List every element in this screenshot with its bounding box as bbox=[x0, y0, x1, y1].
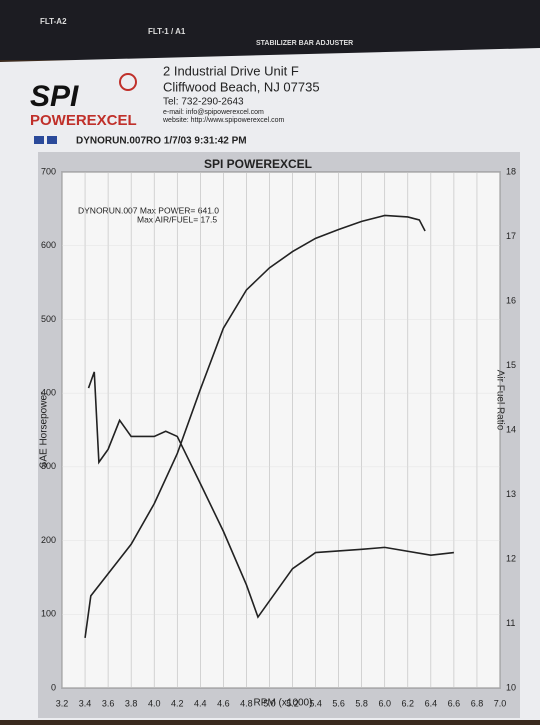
x-tick-label: 6.4 bbox=[425, 698, 438, 708]
strip-text: STABILIZER BAR ADJUSTER bbox=[256, 40, 353, 47]
y2-tick-label: 17 bbox=[506, 231, 516, 241]
x-tick-label: 4.8 bbox=[240, 698, 253, 708]
x-tick-label: 4.0 bbox=[148, 698, 161, 708]
x-tick-label: 5.4 bbox=[309, 698, 322, 708]
top-strip bbox=[0, 0, 540, 60]
y-tick-label: 400 bbox=[41, 388, 56, 398]
y-axis-label: SAE Horsepower bbox=[39, 391, 50, 468]
x-tick-label: 6.6 bbox=[448, 698, 461, 708]
y-tick-label: 300 bbox=[41, 461, 56, 471]
y2-tick-label: 14 bbox=[506, 424, 516, 434]
x-tick-label: 4.2 bbox=[171, 698, 184, 708]
logo: SPI bbox=[30, 80, 79, 113]
x-tick-label: 5.2 bbox=[286, 698, 299, 708]
y2-tick-label: 13 bbox=[506, 489, 516, 499]
chart-title: SPI POWEREXCEL bbox=[204, 157, 312, 171]
brand: POWEREXCEL bbox=[30, 112, 137, 129]
x-tick-label: 4.6 bbox=[217, 698, 230, 708]
email: e-mail: info@spipowerexcel.com bbox=[163, 109, 264, 116]
y2-tick-label: 10 bbox=[506, 682, 516, 692]
run-info: DYNORUN.007RO 1/7/03 9:31:42 PM bbox=[76, 136, 247, 147]
y-tick-label: 100 bbox=[41, 609, 56, 619]
strip-text: FLT-A2 bbox=[40, 17, 67, 26]
website: website: http://www.spipowerexcel.com bbox=[162, 117, 285, 124]
x-tick-label: 5.8 bbox=[355, 698, 368, 708]
x-tick-label: 7.0 bbox=[494, 698, 507, 708]
y-tick-label: 200 bbox=[41, 535, 56, 545]
y2-tick-label: 18 bbox=[506, 166, 516, 176]
icon bbox=[34, 136, 44, 144]
y-tick-label: 600 bbox=[41, 240, 56, 250]
y-tick-label: 500 bbox=[41, 314, 56, 324]
x-tick-label: 6.2 bbox=[402, 698, 415, 708]
x-tick-label: 4.4 bbox=[194, 698, 207, 708]
data-line bbox=[84, 214, 426, 638]
y-tick-label: 700 bbox=[41, 166, 56, 176]
icon bbox=[47, 136, 57, 144]
strip-text: FLT-1 / A1 bbox=[148, 27, 186, 36]
x-tick-label: 5.0 bbox=[263, 698, 276, 708]
y2-tick-label: 12 bbox=[506, 553, 516, 563]
x-tick-label: 6.8 bbox=[471, 698, 484, 708]
x-tick-label: 5.6 bbox=[332, 698, 345, 708]
y2-tick-label: 16 bbox=[506, 295, 516, 305]
y-tick-label: 0 bbox=[51, 682, 56, 692]
x-tick-label: 6.0 bbox=[378, 698, 391, 708]
annotation: DYNORUN.007 Max POWER= 641.0 bbox=[78, 205, 219, 215]
x-tick-label: 3.2 bbox=[56, 698, 69, 708]
logo-mark bbox=[119, 73, 137, 91]
address: 2 Industrial Drive Unit F bbox=[163, 63, 299, 78]
y2-tick-label: 11 bbox=[506, 618, 515, 628]
y2-tick-label: 15 bbox=[506, 360, 516, 370]
x-tick-label: 3.8 bbox=[125, 698, 138, 708]
x-tick-label: 3.4 bbox=[79, 698, 92, 708]
address: Cliffwood Beach, NJ 07735 bbox=[163, 79, 320, 94]
plot-area bbox=[61, 171, 501, 689]
data-line bbox=[87, 371, 454, 619]
tel: Tel: 732-290-2643 bbox=[163, 97, 244, 108]
x-axis-label: RPM (x1000) bbox=[254, 698, 313, 709]
x-tick-label: 3.6 bbox=[102, 698, 115, 708]
